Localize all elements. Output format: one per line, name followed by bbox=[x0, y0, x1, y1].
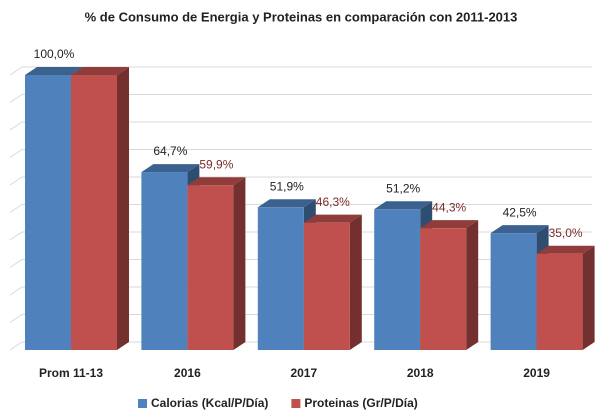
grid-line bbox=[9, 66, 23, 76]
data-label: 100,0% bbox=[34, 47, 75, 61]
x-tick-label: Prom 11-13 bbox=[39, 366, 103, 380]
grid-line bbox=[9, 149, 23, 158]
bar bbox=[536, 245, 595, 350]
x-tick-label: 2018 bbox=[407, 366, 434, 380]
bar-side bbox=[466, 220, 479, 350]
bar bbox=[187, 177, 246, 350]
legend-label: Proteinas (Gr/P/Día) bbox=[304, 396, 417, 410]
bar-side bbox=[117, 67, 129, 350]
bar-front bbox=[490, 233, 537, 350]
data-label: 42,5% bbox=[503, 205, 537, 219]
bar-side bbox=[349, 214, 362, 350]
bar bbox=[420, 220, 479, 350]
bar-top bbox=[303, 214, 362, 223]
grid-line bbox=[9, 231, 23, 241]
bar-top bbox=[257, 199, 316, 208]
chart-title: % de Consumo de Energia y Proteinas en c… bbox=[85, 9, 518, 24]
bar-top bbox=[536, 245, 595, 254]
x-tick-label: 2017 bbox=[290, 366, 317, 380]
bar-front bbox=[25, 75, 71, 350]
data-label: 64,7% bbox=[153, 144, 187, 158]
bar-top bbox=[25, 67, 83, 75]
data-label: 46,3% bbox=[316, 195, 350, 209]
bar-top bbox=[141, 164, 200, 173]
bar-side bbox=[233, 177, 246, 350]
bar-top bbox=[420, 220, 479, 229]
data-label: 51,2% bbox=[386, 181, 420, 195]
bar bbox=[71, 67, 129, 350]
grid-line bbox=[9, 259, 23, 268]
grid-line bbox=[9, 286, 23, 296]
grid-line bbox=[9, 94, 23, 103]
bar-top bbox=[374, 201, 433, 210]
bar-front bbox=[536, 253, 583, 350]
bar-front bbox=[187, 185, 234, 350]
grid-line bbox=[9, 176, 23, 186]
data-label: 59,9% bbox=[199, 157, 233, 171]
bar bbox=[303, 214, 362, 350]
bar-front bbox=[374, 209, 421, 350]
bar-front bbox=[303, 222, 350, 350]
bar-front bbox=[420, 228, 467, 350]
bar-front bbox=[257, 207, 304, 350]
grid-line bbox=[9, 121, 23, 131]
grid-line bbox=[9, 204, 23, 213]
bar-side bbox=[582, 245, 595, 350]
grid-line bbox=[9, 314, 23, 323]
legend-swatch bbox=[291, 399, 301, 408]
bar-front bbox=[141, 172, 188, 350]
bar-top bbox=[71, 67, 129, 75]
data-label: 44,3% bbox=[432, 200, 466, 214]
x-tick-label: 2016 bbox=[174, 366, 201, 380]
grid-line bbox=[9, 341, 23, 351]
data-label: 51,9% bbox=[270, 179, 304, 193]
bar-top bbox=[490, 225, 549, 234]
bar-front bbox=[71, 75, 117, 350]
legend-swatch bbox=[138, 399, 147, 408]
bar-top bbox=[187, 177, 246, 186]
x-tick-label: 2019 bbox=[523, 366, 550, 380]
bar bbox=[257, 199, 316, 350]
data-label: 35,0% bbox=[549, 226, 583, 240]
legend-label: Calorias (Kcal/P/Día) bbox=[151, 396, 268, 410]
